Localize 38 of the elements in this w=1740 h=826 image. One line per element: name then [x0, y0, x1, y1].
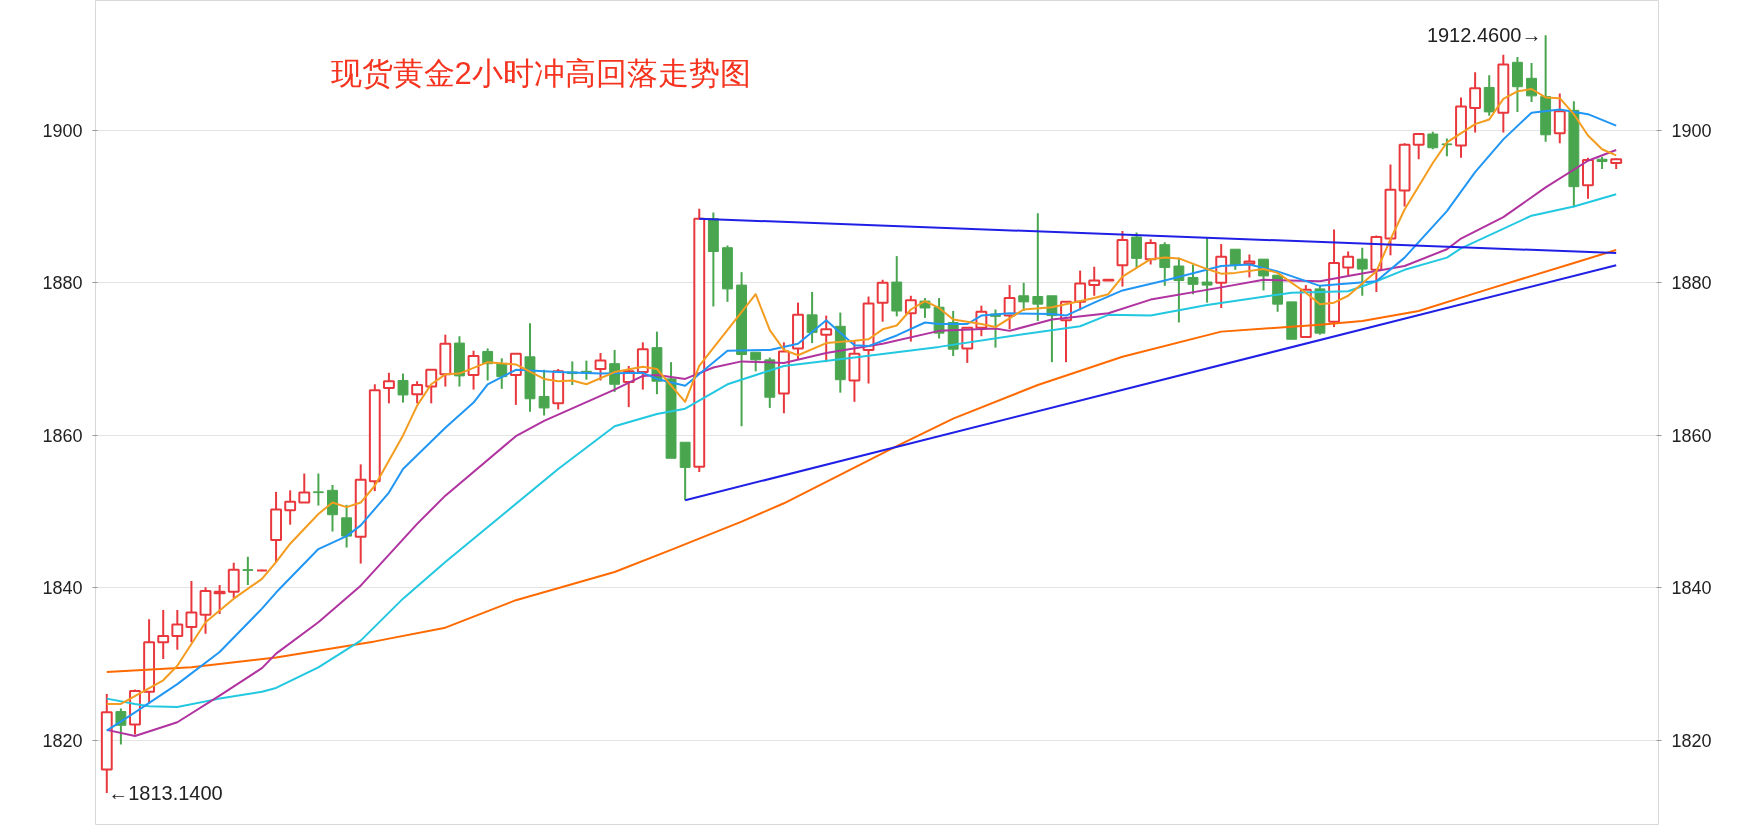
y-tick-label: 1820 [42, 731, 83, 752]
candlestick [1540, 34, 1552, 143]
candlestick [1497, 53, 1510, 134]
y-tick-label: 1860 [42, 425, 83, 446]
y2-tick-label: 1880 [1671, 273, 1712, 294]
y2-tick-label: 1900 [1671, 120, 1712, 141]
candlestick [679, 441, 691, 502]
line-series [105, 248, 1618, 673]
candlestick [185, 580, 198, 644]
annotation: ←1813.1400 [108, 781, 223, 804]
candlestick [270, 490, 282, 564]
annotation: 1912.4600→ [1426, 24, 1542, 47]
y-tick-label: 1880 [42, 273, 83, 294]
candlestick [524, 322, 536, 413]
candlestick [298, 472, 311, 504]
candlestick [242, 555, 254, 586]
candlestick [312, 472, 324, 507]
y-tick-label: 1840 [42, 578, 83, 599]
candlestick [1469, 71, 1482, 134]
candlestick [806, 290, 818, 345]
y2-tick-label: 1860 [1671, 425, 1712, 446]
candlestick [1102, 278, 1115, 282]
candlestick [100, 693, 113, 794]
y-tick-label: 1900 [42, 120, 83, 141]
candlestick [1512, 55, 1523, 113]
text: 现货黄金2小时冲高回落走势图 [330, 56, 751, 91]
candlestick [736, 271, 748, 428]
candlestick [1088, 265, 1101, 297]
candlestick [1455, 96, 1467, 159]
candlestick [157, 609, 170, 660]
candlestick [171, 609, 184, 651]
candlestick [284, 489, 297, 526]
y2-tick-label: 1820 [1671, 731, 1712, 752]
candlestick [1568, 100, 1580, 209]
y2-tick-label: 1840 [1671, 578, 1712, 599]
candlestick [327, 483, 338, 533]
candlestick [354, 463, 367, 565]
candlestick [1286, 301, 1298, 340]
